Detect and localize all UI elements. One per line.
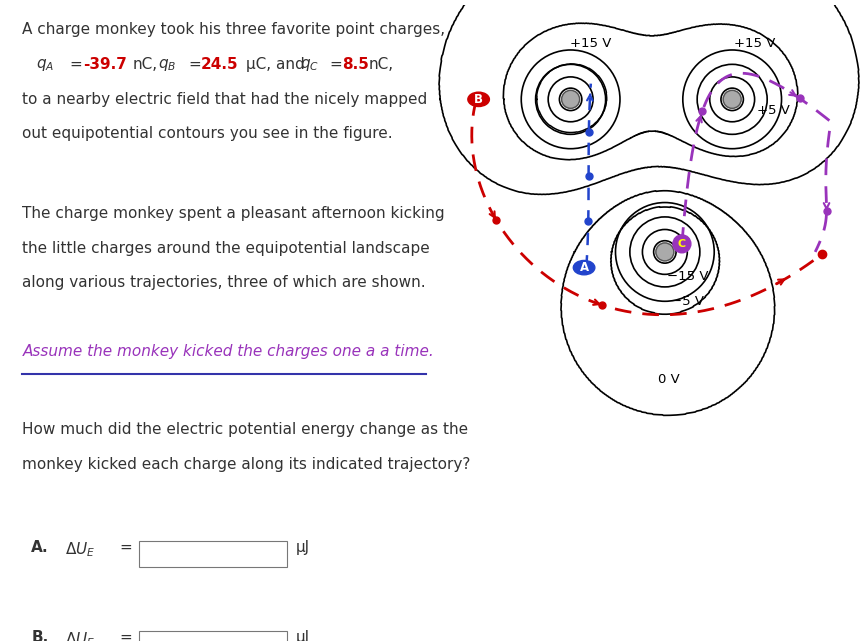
FancyBboxPatch shape: [139, 541, 287, 567]
Text: $q_C$: $q_C$: [299, 57, 318, 73]
Text: +5 V: +5 V: [757, 104, 790, 117]
Text: along various trajectories, three of which are shown.: along various trajectories, three of whi…: [22, 275, 426, 290]
Text: 0 V: 0 V: [658, 373, 680, 387]
FancyBboxPatch shape: [139, 631, 287, 641]
Text: Assume the monkey kicked the charges one a a time.: Assume the monkey kicked the charges one…: [22, 344, 434, 360]
Circle shape: [656, 243, 674, 261]
Circle shape: [673, 235, 691, 253]
Text: out equipotential contours you see in the figure.: out equipotential contours you see in th…: [22, 126, 393, 141]
Text: =: =: [119, 540, 132, 555]
Text: =: =: [70, 57, 82, 72]
Text: A.: A.: [31, 540, 49, 555]
Text: 8.5: 8.5: [342, 57, 369, 72]
Text: -39.7: -39.7: [83, 57, 127, 72]
Text: +15 V: +15 V: [734, 37, 775, 50]
Text: +15 V: +15 V: [570, 37, 612, 50]
Text: B: B: [474, 93, 483, 106]
Text: B.: B.: [31, 630, 48, 641]
Ellipse shape: [468, 92, 489, 106]
Text: =: =: [329, 57, 342, 72]
Text: How much did the electric potential energy change as the: How much did the electric potential ener…: [22, 422, 469, 437]
Circle shape: [562, 90, 580, 108]
Text: μJ: μJ: [295, 540, 310, 555]
Text: $\Delta U_E$: $\Delta U_E$: [65, 630, 95, 641]
Text: $q_A$: $q_A$: [36, 57, 54, 73]
Text: μC, and: μC, and: [246, 57, 305, 72]
Text: the little charges around the equipotential landscape: the little charges around the equipotent…: [22, 240, 430, 256]
Text: A: A: [580, 261, 589, 274]
Text: nC,: nC,: [132, 57, 158, 72]
Text: =: =: [188, 57, 201, 72]
Text: $\Delta U_E$: $\Delta U_E$: [65, 540, 95, 558]
Text: μJ: μJ: [295, 630, 310, 641]
Text: to a nearby electric field that had the nicely mapped: to a nearby electric field that had the …: [22, 92, 428, 106]
Text: −5 V: −5 V: [671, 295, 704, 308]
Text: =: =: [119, 630, 132, 641]
Text: −15 V: −15 V: [666, 270, 708, 283]
Circle shape: [723, 90, 741, 108]
Text: nC,: nC,: [369, 57, 394, 72]
Text: $q_B$: $q_B$: [159, 57, 177, 73]
Text: 24.5: 24.5: [201, 57, 239, 72]
Text: The charge monkey spent a pleasant afternoon kicking: The charge monkey spent a pleasant after…: [22, 206, 445, 221]
Text: monkey kicked each charge along its indicated trajectory?: monkey kicked each charge along its indi…: [22, 457, 471, 472]
Text: C: C: [677, 239, 686, 249]
Ellipse shape: [573, 260, 595, 275]
Text: A charge monkey took his three favorite point charges,: A charge monkey took his three favorite …: [22, 22, 445, 37]
